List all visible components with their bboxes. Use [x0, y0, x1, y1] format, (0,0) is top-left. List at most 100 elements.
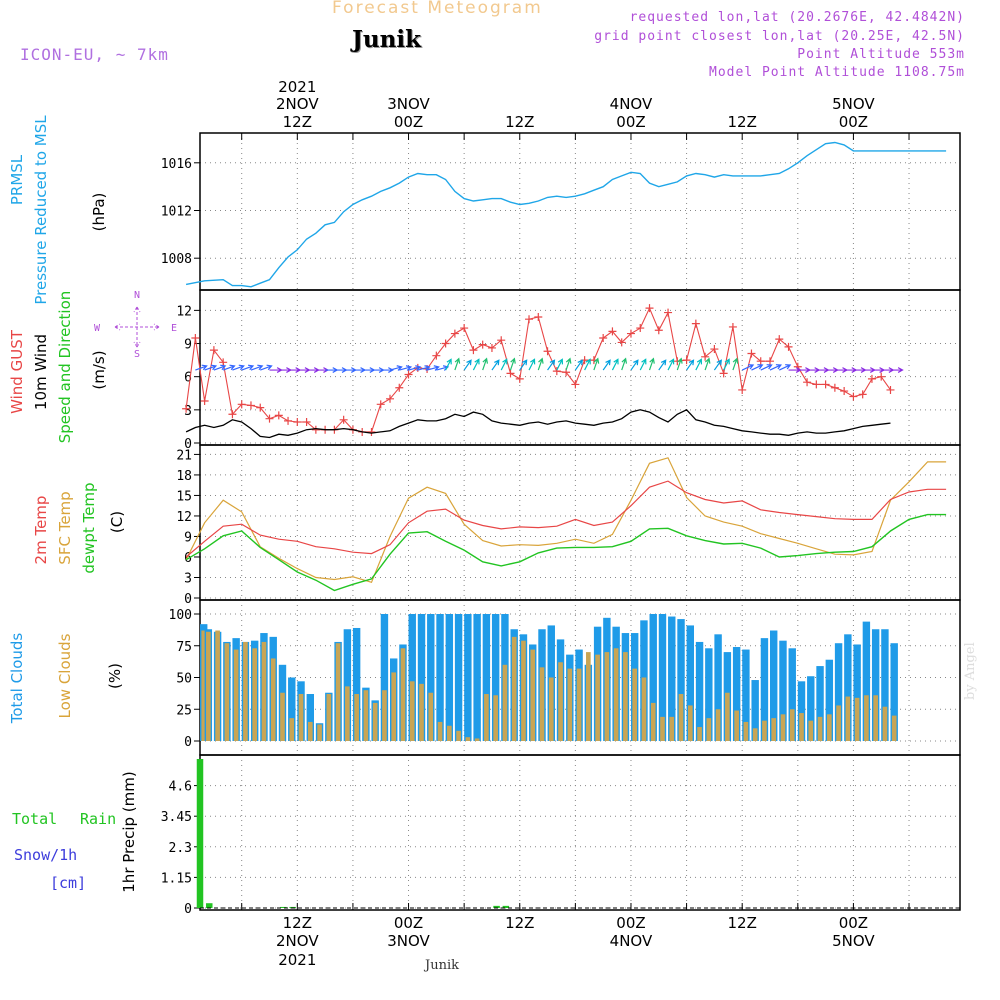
bottom-hour-label: 12Z — [283, 914, 312, 932]
gust-marker — [386, 394, 394, 403]
wind-direction-arrow — [695, 358, 703, 371]
label-percent: (%) — [106, 663, 124, 689]
low-cloud-bar — [215, 630, 220, 741]
gust-marker — [728, 322, 737, 331]
gust-marker — [284, 416, 293, 425]
low-cloud-bar — [252, 648, 257, 741]
gust-marker — [543, 347, 552, 356]
wind-direction-arrow — [769, 364, 783, 371]
low-cloud-bar — [409, 681, 415, 741]
gust-marker — [191, 334, 200, 342]
clouds-ytick-label: 25 — [176, 703, 192, 718]
wind-direction-arrow — [389, 365, 403, 371]
gust-marker — [784, 342, 793, 351]
wind-direction-arrow — [417, 365, 431, 371]
gust-marker — [228, 410, 237, 419]
temp-ytick-label: 12 — [176, 510, 192, 525]
pressure-panel — [194, 132, 961, 291]
wind-direction-arrow — [760, 364, 773, 371]
low-cloud-bar — [595, 654, 600, 741]
total-cloud-bar — [306, 694, 314, 741]
compass-east: E — [171, 323, 177, 334]
low-cloud-bar — [465, 737, 471, 741]
top-hour-label: 12Z — [505, 113, 534, 131]
low-cloud-bar — [289, 718, 295, 741]
rain-bar — [206, 903, 213, 908]
gust-marker — [738, 385, 747, 394]
low-cloud-bar — [873, 695, 878, 741]
gust-marker — [691, 319, 700, 328]
low-cloud-bar — [437, 721, 443, 741]
wind-direction-arrow — [574, 359, 583, 371]
gust-marker — [766, 357, 774, 366]
gust-marker — [395, 383, 404, 392]
total-cloud-bar — [445, 614, 454, 741]
temp-ytick-label: 0 — [184, 592, 192, 607]
low-cloud-bar — [799, 713, 804, 741]
low-cloud-bar — [586, 652, 591, 741]
low-cloud-bar — [345, 686, 350, 741]
total-cloud-bar — [436, 614, 444, 741]
gust-marker — [497, 336, 506, 345]
low-cloud-bar — [864, 695, 869, 741]
requested-coords: requested lon,lat (20.2676E, 42.4842N) — [629, 10, 965, 25]
temp2m-line — [185, 480, 947, 558]
low-cloud-bar — [558, 662, 563, 741]
compass-west: W — [94, 323, 101, 334]
label-2m-temp: 2m Temp — [32, 496, 50, 565]
gust-marker — [432, 351, 441, 360]
top-date-label: 5NOV — [832, 95, 875, 113]
low-cloud-bar — [447, 725, 452, 741]
total-cloud-bar — [732, 647, 741, 741]
gust-marker — [469, 346, 478, 355]
wind-direction-arrow — [195, 364, 208, 371]
pressure-ytick-label: 1016 — [161, 157, 192, 172]
gust-marker — [256, 403, 265, 412]
wind-direction-arrow — [482, 357, 489, 371]
low-cloud-bar — [882, 706, 888, 741]
low-cloud-bar — [456, 730, 461, 741]
total-cloud-bar — [788, 648, 796, 741]
wind-direction-arrow — [204, 364, 218, 371]
rain-bar — [493, 905, 500, 908]
wind-direction-arrow — [463, 359, 472, 371]
low-cloud-bar — [363, 690, 369, 741]
label-prmsl: PRMSL — [8, 154, 26, 205]
rain-bar — [196, 758, 204, 908]
wind-direction-arrow — [667, 358, 675, 371]
gust-marker — [460, 324, 469, 333]
wind-ytick-label: 9 — [184, 338, 192, 353]
gust-marker — [867, 374, 876, 383]
total-cloud-bar — [871, 629, 880, 741]
low-cloud-bar — [817, 716, 823, 741]
gust-marker — [636, 324, 645, 333]
label-celsius: (C) — [108, 511, 126, 533]
gust-marker — [617, 338, 626, 347]
low-cloud-bar — [224, 643, 230, 741]
wind-panel — [194, 289, 961, 446]
low-cloud-bar — [280, 692, 285, 741]
low-cloud-bar — [632, 668, 637, 741]
sfc-temp-line — [185, 457, 947, 584]
wind-direction-arrow — [584, 358, 591, 371]
clouds-ytick-label: 75 — [176, 640, 192, 655]
top-date-label: 3NOV — [387, 95, 430, 113]
gust-marker — [182, 404, 191, 413]
low-cloud-bar — [317, 724, 322, 741]
low-cloud-bar — [511, 636, 517, 741]
precip-panel — [194, 754, 961, 911]
total-cloud-bar — [797, 681, 806, 741]
wind-direction-arrow — [890, 367, 904, 373]
total-cloud-bar — [464, 614, 472, 741]
low-cloud-bar — [743, 721, 749, 741]
wind-direction-arrow — [648, 357, 655, 371]
wind-direction-arrow — [241, 364, 255, 371]
model-label: ICON-EU, ~ 7km — [20, 45, 169, 64]
gust-marker — [645, 304, 654, 313]
precip-ytick-label: 3.45 — [161, 810, 192, 825]
top-year-label: 2021 — [278, 78, 316, 96]
low-cloud-bar — [530, 649, 536, 741]
wind-direction-arrow — [602, 359, 611, 371]
total-cloud-bar — [343, 629, 352, 741]
rain-bar — [289, 906, 296, 908]
